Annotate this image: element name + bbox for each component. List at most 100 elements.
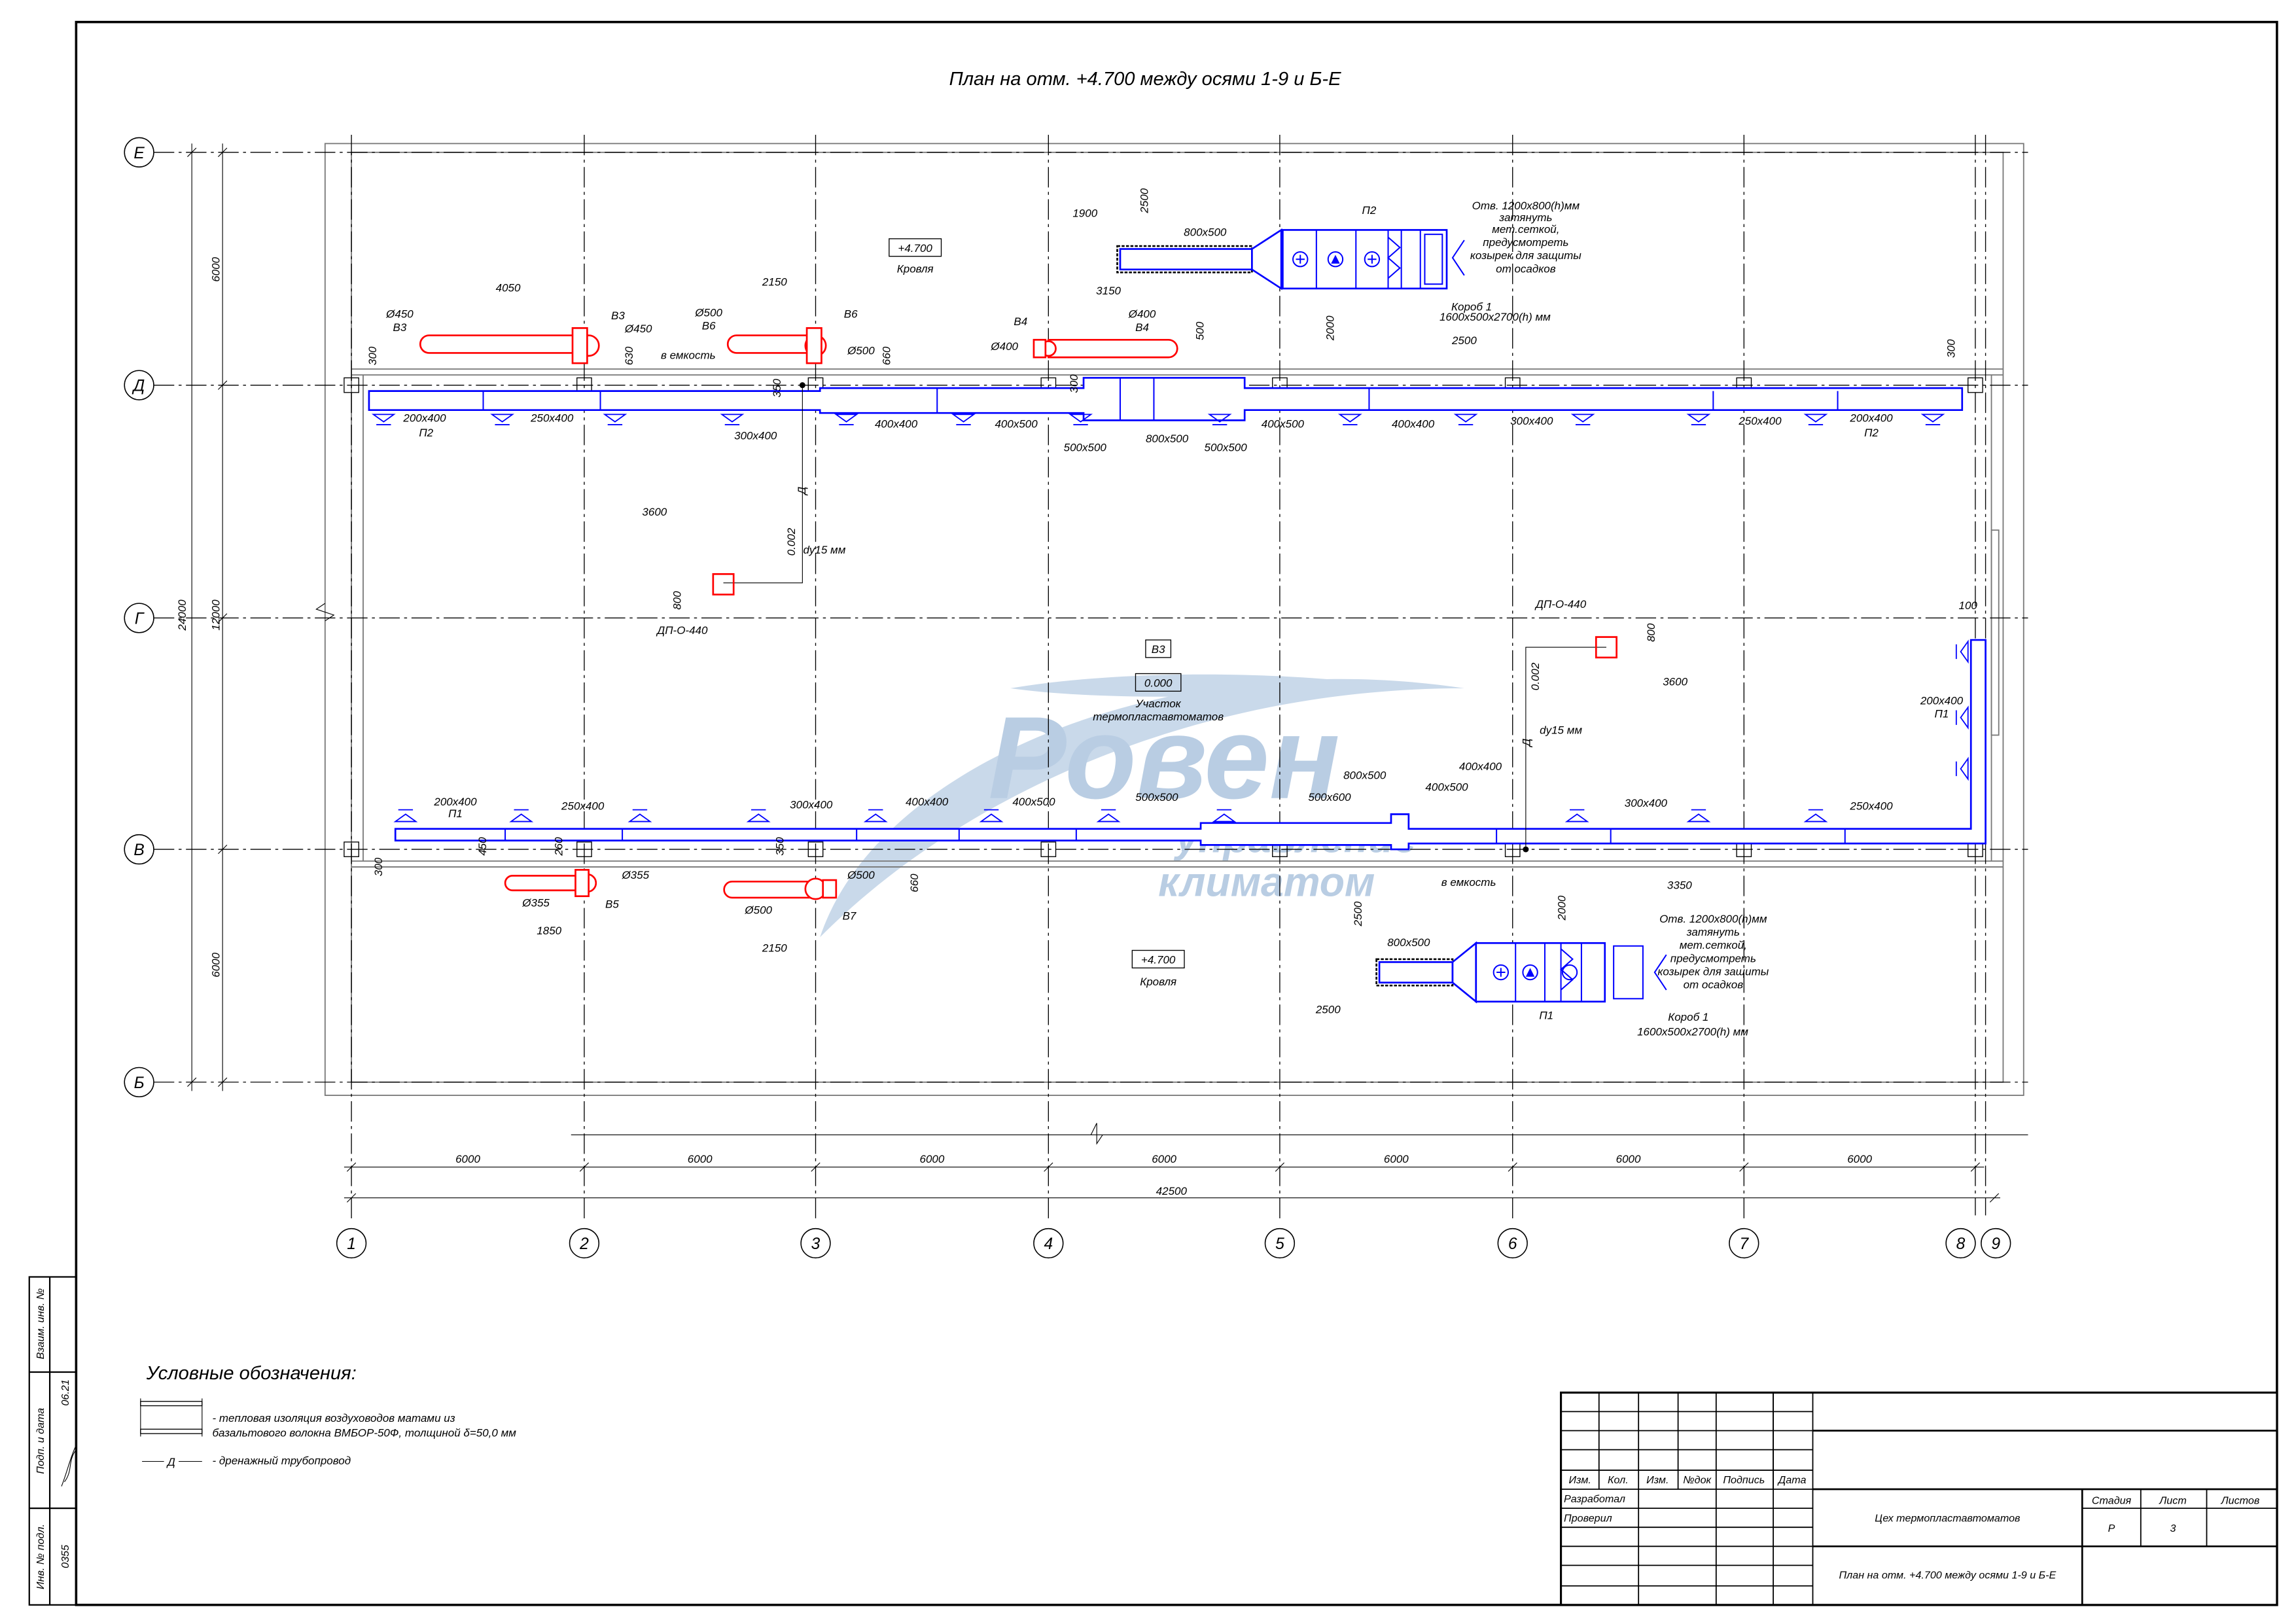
- annotation-label: Д: [796, 487, 808, 496]
- building-column: [807, 841, 824, 857]
- axis-label-col: 2: [579, 1235, 589, 1253]
- exhaust-ducts: [419, 327, 1178, 900]
- axis-bubble-col: [1981, 1227, 2011, 1259]
- annotation-label: Ø355: [521, 896, 550, 909]
- annotation-label: Ø355: [621, 869, 649, 881]
- axis-bubble-col: [569, 1227, 600, 1259]
- annotation-label: 800x500: [1387, 936, 1430, 949]
- annotation-label: 3600: [642, 506, 667, 518]
- axis-bubble-col: [336, 1227, 367, 1259]
- dim-left-label: 24000: [176, 599, 188, 631]
- annotation-label: в емкость: [661, 349, 716, 361]
- annotation-label: 400x500: [995, 418, 1038, 431]
- annotation-label: 660: [881, 346, 893, 365]
- label-box: [889, 238, 942, 257]
- annotation-label: 800x500: [1184, 226, 1227, 238]
- label-box: [1145, 639, 1172, 658]
- annotation-label: 500x500: [1204, 441, 1247, 453]
- annotation-label: 250x400: [1738, 415, 1782, 427]
- annotation-label: 2500: [1315, 1004, 1341, 1016]
- title-block-header: Подпись: [1723, 1474, 1765, 1486]
- annotation-label: 0.000: [1144, 677, 1173, 690]
- annotation-label: 300x400: [790, 798, 833, 811]
- annotation-label: 300: [366, 346, 379, 365]
- diffuser-icon: [393, 809, 418, 822]
- dim-left-label: 6000: [210, 256, 222, 281]
- title-block-sheets-label: Листов: [2221, 1494, 2260, 1506]
- annotation-label: Ø450: [624, 323, 652, 335]
- annotation-label: 800x500: [1343, 769, 1386, 782]
- diffuser-icon: [1570, 414, 1595, 425]
- dim-left-label: 12000: [210, 599, 222, 631]
- annotation-label: 0.002: [1529, 662, 1542, 690]
- supply-duct-p2: [368, 228, 1964, 421]
- annotation-label: ДП-О-440: [656, 624, 708, 637]
- logo-name: Ровен: [988, 692, 1340, 823]
- axis-label-col: 1: [347, 1235, 356, 1253]
- stamp-inv: Инв. № подл.: [35, 1524, 46, 1589]
- dim-left-label: 6000: [210, 952, 222, 977]
- annotation-label: 2500: [1451, 334, 1477, 347]
- annotation-label: В6: [844, 308, 858, 321]
- annotation-label: затянуть: [1686, 926, 1740, 938]
- annotation-label: 3600: [1663, 675, 1687, 688]
- dim-span-label: 6000: [455, 1153, 480, 1165]
- drawing-frame: [75, 20, 2278, 1606]
- annotation-label: 300: [372, 857, 385, 876]
- annotation-label: 0.002: [785, 527, 798, 556]
- axis-label-row: Б: [134, 1074, 145, 1092]
- title-block-header: Изм.: [1646, 1474, 1669, 1486]
- annotation-label: 2500: [1139, 188, 1151, 213]
- axis-bubble-col: [800, 1227, 831, 1259]
- title-block-sheet: 3: [2170, 1523, 2176, 1534]
- axis-label-col: 8: [1956, 1235, 1966, 1253]
- title-block-header: Кол.: [1608, 1474, 1629, 1486]
- annotation-label: 1850: [537, 925, 561, 937]
- annotation-label: Короб 1: [1451, 301, 1492, 313]
- annotation-label: 450: [476, 837, 489, 856]
- stamp-podp: Подп. и дата: [35, 1408, 46, 1474]
- annotation-label: в емкость: [1441, 876, 1496, 889]
- axis-label-col: 5: [1275, 1235, 1284, 1253]
- annotation-label: П1: [1539, 1010, 1553, 1022]
- diffuser-icon: [371, 414, 396, 425]
- annotation-label: мет.сеткой,: [1492, 223, 1559, 236]
- annotation-label: 200x400: [402, 412, 446, 425]
- title-block-stage: Р: [2108, 1523, 2115, 1534]
- annotation-label: П1: [1935, 708, 1949, 720]
- annotation-label: 4050: [496, 281, 521, 294]
- annotation-label: В3: [611, 309, 625, 322]
- diffuser-icon: [834, 414, 858, 425]
- dimension-lines: 6000 6000 6000 6000 6000 6000 6000 42500 6000 240…: [176, 143, 2000, 1203]
- dim-span-label: 6000: [1847, 1153, 1872, 1165]
- annotation-label: 3350: [1667, 879, 1692, 891]
- annotation-label: Кровля: [1140, 976, 1176, 988]
- annotation-label: 800: [1645, 623, 1657, 642]
- dim-span-label: 6000: [919, 1153, 944, 1165]
- annotation-label: 500: [1194, 321, 1207, 340]
- annotation-label: +4.700: [898, 242, 932, 255]
- annotation-label: В6: [702, 320, 716, 332]
- annotation-label: Ø500: [744, 904, 772, 917]
- axis-label-col: 4: [1044, 1235, 1053, 1253]
- dim-span-label: 6000: [688, 1153, 713, 1165]
- diffuser-icon: [1096, 809, 1121, 822]
- dim-span-label: 6000: [1616, 1153, 1641, 1165]
- legend-drain: - дренажный трубопровод: [212, 1455, 351, 1467]
- diffuser-icon: [1453, 414, 1478, 425]
- diffuser-icon: [1212, 809, 1237, 822]
- axis-label-row: Е: [133, 145, 145, 162]
- annotation-label: dу15 мм: [803, 544, 845, 556]
- diffuser-icon: [1803, 809, 1828, 822]
- axis-label-col: 9: [1991, 1235, 2000, 1253]
- annotation-label: 350: [771, 378, 783, 397]
- annotation-label: Участок: [1135, 697, 1182, 710]
- annotation-label: Ø450: [385, 308, 414, 321]
- annotation-label: 400x400: [875, 418, 918, 431]
- title-block-developed: Разработал: [1564, 1493, 1625, 1505]
- axis-bubble-row: [124, 137, 154, 168]
- annotation-label: от осадков: [1496, 262, 1556, 275]
- annotation-label: 200x400: [1920, 695, 1964, 707]
- stamp-inv-value: 0355: [60, 1545, 71, 1568]
